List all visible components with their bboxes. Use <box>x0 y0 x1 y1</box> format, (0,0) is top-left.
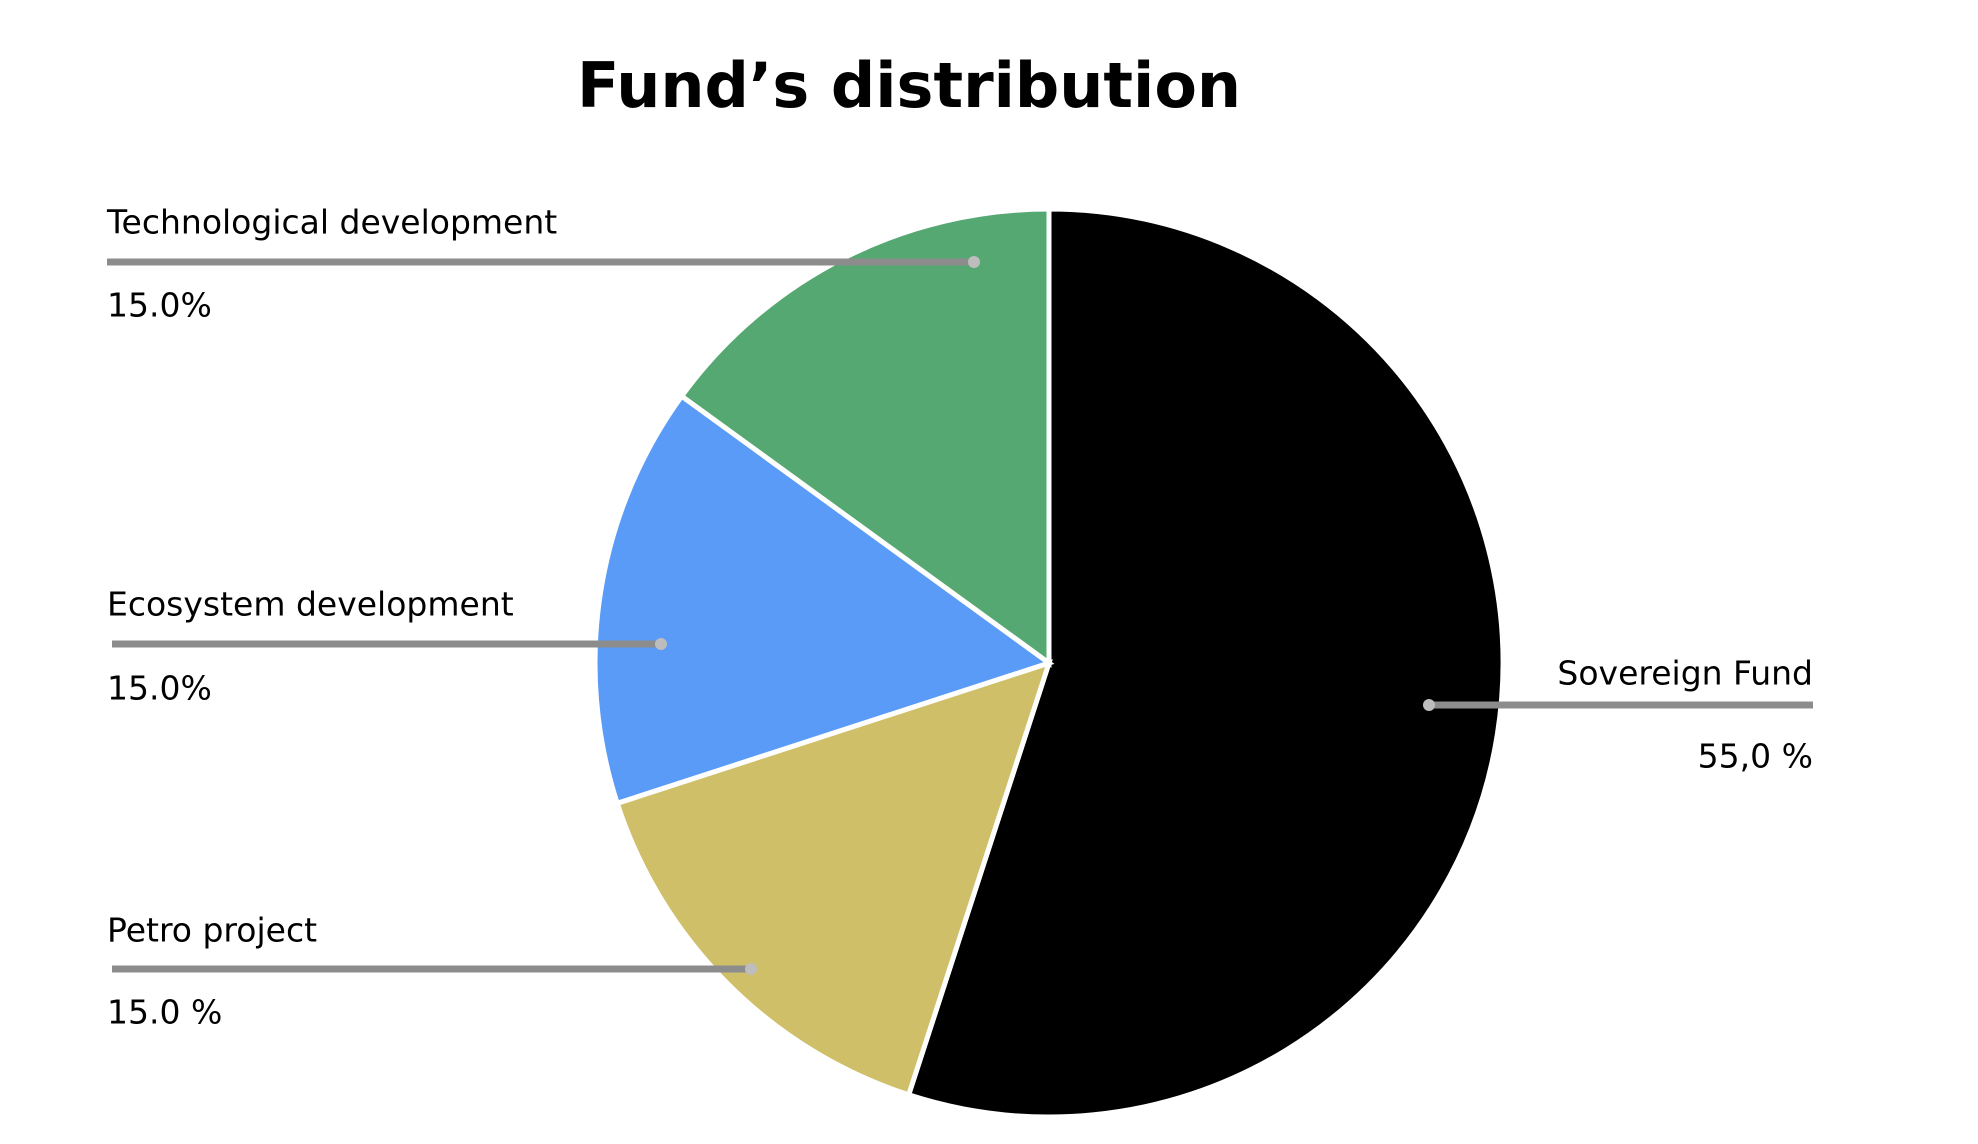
value-label: 15.0% <box>107 286 212 325</box>
leader-dot <box>655 638 667 650</box>
value-label: 15.0 % <box>107 993 222 1032</box>
value-label: 55,0 % <box>1698 737 1813 776</box>
leader-dot <box>968 256 980 268</box>
slice-label: Ecosystem development <box>107 585 514 624</box>
pie-slice <box>592 392 1055 807</box>
slice-label: Technological development <box>106 203 557 242</box>
pie-slice <box>614 659 1053 1098</box>
slice-label: Sovereign Fund <box>1557 654 1813 693</box>
chart-title: Fund’s distribution <box>577 49 1241 122</box>
leader-dot <box>1423 699 1435 711</box>
pie-slice <box>905 206 1506 1120</box>
slice-label: Petro project <box>107 911 317 950</box>
value-label: 15.0% <box>107 669 212 708</box>
leader-dot <box>745 963 757 975</box>
